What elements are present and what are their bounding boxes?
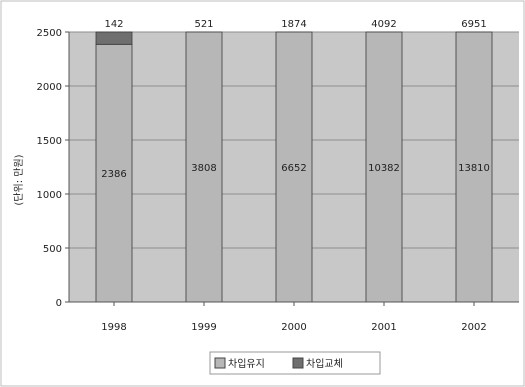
bar-1999-0 [185,31,223,303]
data-label-2002-1: 6951 [461,19,486,30]
data-label-1999-0: 3808 [191,163,216,174]
data-label-2002-0: 13810 [458,163,490,174]
data-label-1998-1: 142 [104,19,123,30]
y-tick-label-3: 1500 [37,136,62,147]
x-tick-label-2001: 2001 [371,322,396,333]
legend-label-1: 차입교체 [306,357,343,370]
y-tick-label-1: 500 [43,244,62,255]
data-label-2000-1: 1874 [281,19,306,30]
legend: 차입유지 차입교체 [209,351,381,375]
x-tick-label-1998: 1998 [101,322,126,333]
bar-2002-0 [455,31,493,303]
y-axis-label: (단위: 만원) [12,154,25,205]
x-axis-ticks: 1998 1999 2000 2001 2002 [101,302,487,333]
bars: 2386 142 3808 521 6652 1874 10382 4092 13810 6951 [95,19,493,303]
data-label-2001-0: 10382 [368,163,400,174]
y-tick-label-4: 2000 [37,82,62,93]
data-label-2000-0: 6652 [281,163,306,174]
legend-label-0: 차입유지 [228,357,265,370]
bar-2000-0 [275,31,313,303]
data-label-2001-1: 4092 [371,19,396,30]
legend-swatch-0 [214,357,226,369]
x-tick-label-1999: 1999 [191,322,216,333]
y-tick-label-0: 0 [56,298,62,309]
bar-1998-1 [95,31,133,45]
y-tick-label-2: 1000 [37,190,62,201]
data-label-1999-1: 521 [194,19,213,30]
x-tick-label-2000: 2000 [281,322,306,333]
x-tick-label-2002: 2002 [461,322,486,333]
legend-swatch-1 [292,357,304,369]
data-label-1998-0: 2386 [101,169,126,180]
y-tick-label-5: 2500 [37,28,62,39]
y-axis-ticks: 0 500 1000 1500 2000 2500 [37,28,69,309]
bar-2001-0 [365,31,403,303]
